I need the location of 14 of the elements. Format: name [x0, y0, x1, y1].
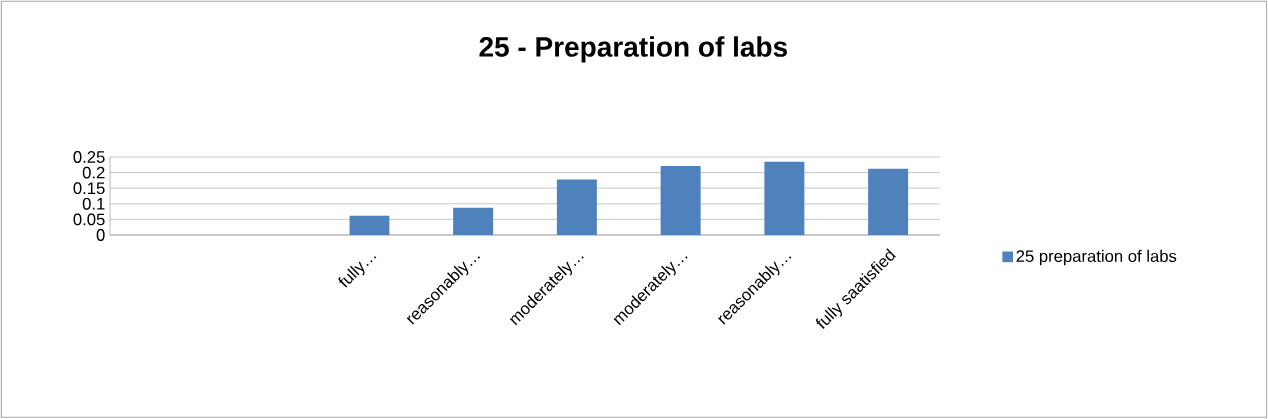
- bar: [868, 169, 909, 236]
- bar: [660, 166, 701, 236]
- bar: [556, 179, 597, 236]
- y-tick-label: 0.05: [73, 213, 105, 226]
- bar: [349, 215, 390, 236]
- bar: [764, 161, 805, 236]
- y-tick-label: 0.25: [73, 151, 105, 164]
- bar: [453, 208, 494, 236]
- y-tick-label: 0.2: [82, 166, 105, 179]
- legend-label: 25 preparation of labs: [1016, 249, 1177, 266]
- chart-title: 25 - Preparation of labs: [479, 36, 787, 63]
- y-tick-label: 0: [96, 229, 105, 242]
- y-tick-label: 0.15: [73, 182, 105, 195]
- y-tick-label: 0.1: [82, 198, 105, 210]
